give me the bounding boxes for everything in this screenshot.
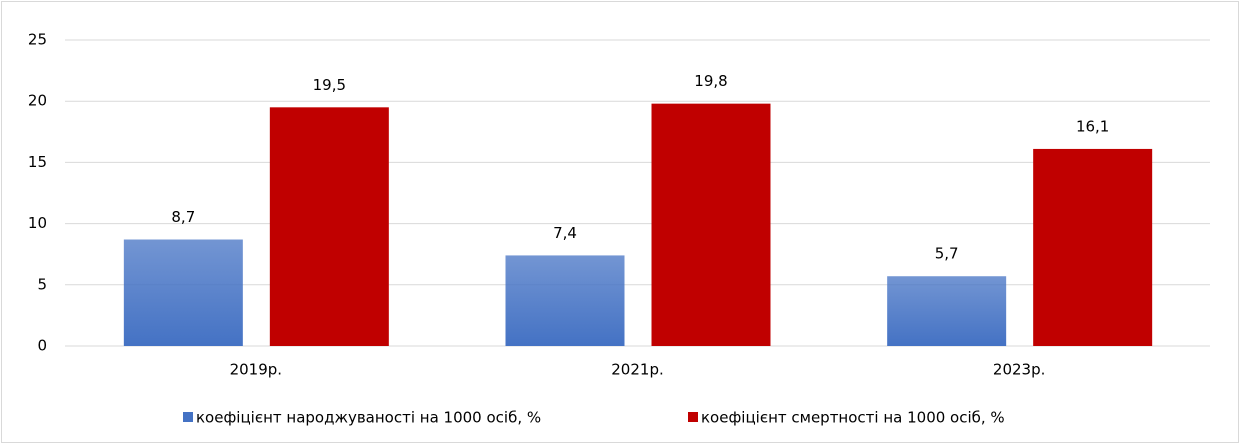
bar xyxy=(1033,148,1153,346)
legend-swatch xyxy=(183,412,193,422)
bar xyxy=(269,107,389,346)
y-tick-label: 15 xyxy=(28,153,47,171)
legend-label: коефіцієнт народжуваності на 1000 осіб, … xyxy=(196,409,541,427)
y-tick-label: 5 xyxy=(37,275,47,293)
x-tick-label: 2019р. xyxy=(230,361,282,379)
data-label: 19,5 xyxy=(313,76,346,94)
data-label: 16,1 xyxy=(1076,117,1109,135)
legend-label: коефіцієнт смертності на 1000 осіб, % xyxy=(701,409,1005,427)
data-label: 7,4 xyxy=(553,224,577,242)
y-tick-label: 0 xyxy=(37,337,47,355)
bar xyxy=(651,103,771,346)
y-tick-label: 20 xyxy=(28,92,47,110)
bar xyxy=(887,276,1007,346)
data-label: 8,7 xyxy=(171,208,195,226)
bar xyxy=(505,255,625,346)
legend-swatch xyxy=(688,412,698,422)
data-label: 5,7 xyxy=(935,245,959,263)
y-tick-label: 25 xyxy=(28,31,47,49)
y-tick-label: 10 xyxy=(28,214,47,232)
x-tick-label: 2023р. xyxy=(993,361,1045,379)
x-tick-label: 2021р. xyxy=(611,361,663,379)
bar xyxy=(123,239,243,346)
data-label: 19,8 xyxy=(694,72,727,90)
